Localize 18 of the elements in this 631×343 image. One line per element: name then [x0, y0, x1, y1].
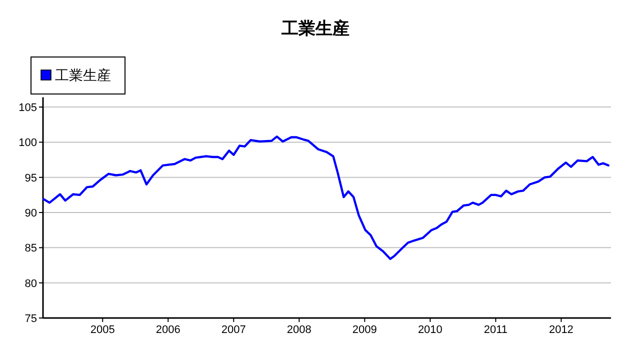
- x-tick-label: 2007: [221, 324, 246, 336]
- y-tick-label: 105: [18, 102, 37, 114]
- y-tick-label: 85: [24, 242, 37, 255]
- y-tick-label: 80: [24, 278, 37, 290]
- x-tick-label: 2011: [484, 324, 508, 336]
- legend: 工業生産: [30, 56, 126, 94]
- x-tick-label: 2008: [286, 324, 312, 336]
- y-tick-label: 95: [24, 172, 37, 184]
- x-tick-label: 2009: [352, 324, 377, 336]
- y-tick-label: 75: [24, 313, 37, 325]
- x-tick-label: 2005: [90, 324, 115, 336]
- y-tick-label: 90: [24, 208, 37, 220]
- x-tick-label: 2006: [156, 324, 180, 336]
- x-tick-label: 2010: [418, 324, 442, 336]
- chart-title: 工業生産: [280, 19, 350, 38]
- y-tick-label: 100: [18, 137, 37, 150]
- x-tick-label: 2012: [548, 324, 574, 336]
- legend-label: 工業生産: [55, 67, 111, 83]
